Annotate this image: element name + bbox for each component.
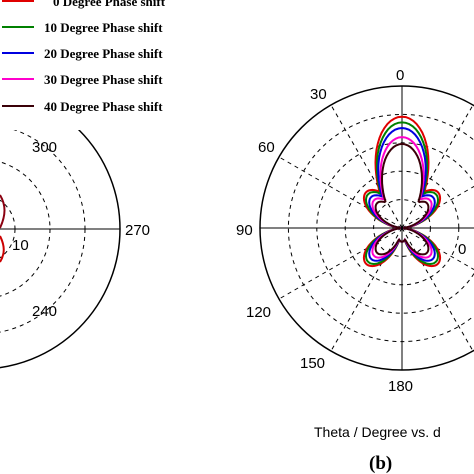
series-curve xyxy=(374,142,430,256)
legend: 0 Degree Phase shift 10 Degree Phase shif… xyxy=(0,0,221,130)
left-tick-label: 270 xyxy=(125,222,150,239)
legend-label: 30 Degree Phase shift xyxy=(44,72,163,87)
legend-background xyxy=(0,0,221,130)
left-curve-fragment xyxy=(0,235,5,263)
grid-spoke xyxy=(278,227,403,300)
right-polar-plot: 0 30 60 90 120 150 180 0 xyxy=(236,67,474,395)
theta-tick-label: 90 xyxy=(236,222,253,239)
right-grid xyxy=(259,85,474,371)
left-polar-plot: 030027024010 xyxy=(0,85,150,369)
grid-spoke xyxy=(330,227,403,352)
left-curve-fragment xyxy=(0,194,6,229)
legend-label: 40 Degree Phase shift xyxy=(44,99,163,114)
legend-label: 10 Degree Phase shift xyxy=(44,20,163,35)
theta-tick-label: 0 xyxy=(396,67,404,84)
left-tick-label: 240 xyxy=(32,303,57,320)
legend-label: 0 Degree Phase shift xyxy=(53,0,166,9)
theta-tick-label: 0 xyxy=(458,241,466,258)
legend-label: 20 Degree Phase shift xyxy=(44,46,163,61)
theta-tick-label: 30 xyxy=(310,86,327,103)
theta-tick-label: 180 xyxy=(388,378,413,395)
left-tick-label: 10 xyxy=(12,237,29,254)
x-axis-caption: Theta / Degree vs. d xyxy=(314,424,441,440)
panel-label: (b) xyxy=(369,453,392,474)
theta-tick-label: 120 xyxy=(246,304,271,321)
theta-tick-label: 150 xyxy=(300,355,325,372)
left-tick-label: 300 xyxy=(32,139,57,156)
theta-tick-label: 60 xyxy=(258,139,275,156)
grid-spoke xyxy=(330,104,403,229)
grid-spoke xyxy=(401,104,474,229)
